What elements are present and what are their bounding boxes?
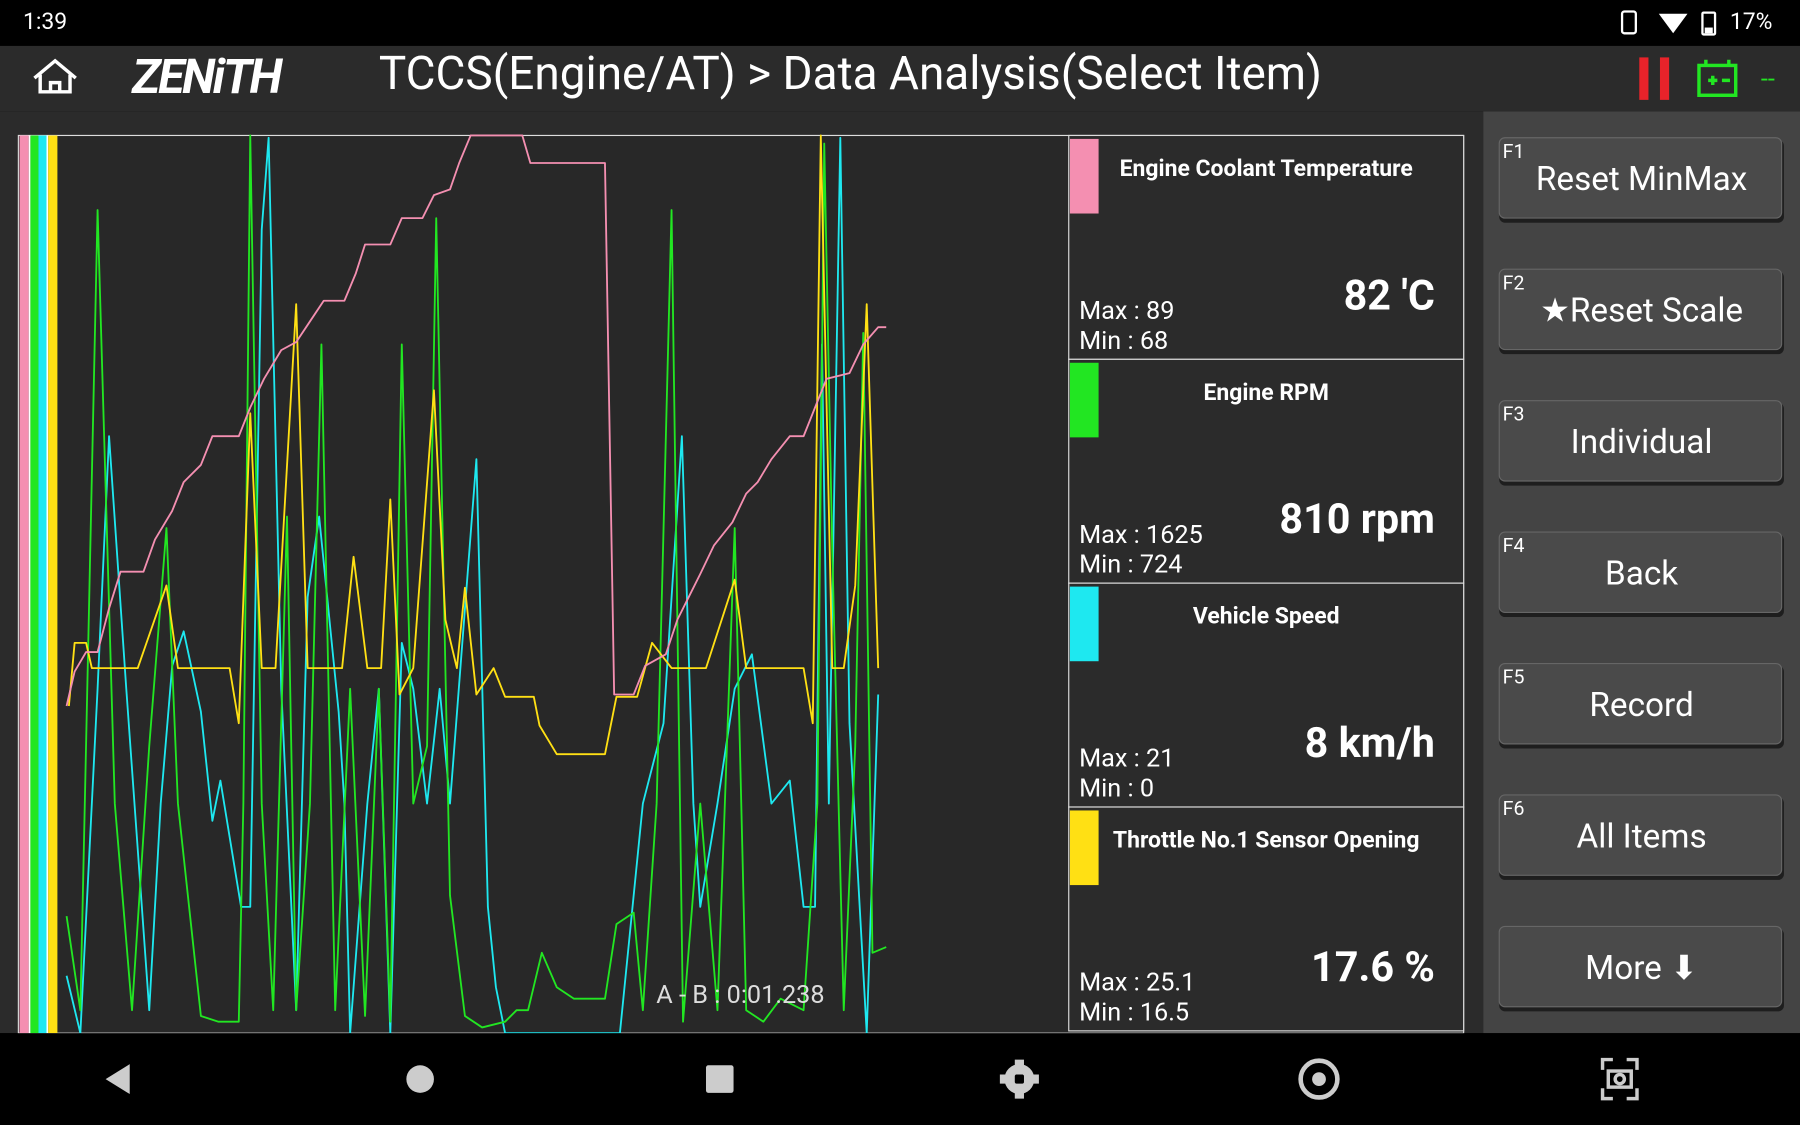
item-panel[interactable] (1068, 358, 1465, 584)
item-name: Engine Coolant Temperature (1120, 155, 1413, 182)
trace-throttle (67, 134, 880, 756)
navigation-buttons (105, 1057, 1639, 1101)
item-name: Throttle No.1 Sensor Opening (1113, 827, 1420, 854)
function-button[interactable]: F2 ★Reset Scale (1498, 268, 1784, 355)
item-min: Min : 724 (1079, 551, 1182, 580)
item-name: Engine RPM (1203, 379, 1328, 406)
button-label: ★Reset Scale (1540, 292, 1743, 331)
button-face (1498, 268, 1783, 351)
button-face (1498, 925, 1783, 1008)
home-nav-button[interactable] (406, 1065, 434, 1093)
clock: 1:39 (23, 8, 67, 35)
item-max: Max : 25.1 (1079, 968, 1195, 997)
item-name: Vehicle Speed (1193, 603, 1340, 630)
button-label: Record (1589, 686, 1693, 725)
function-key-label: F2 (1503, 271, 1525, 294)
item-panel[interactable] (1068, 806, 1465, 1032)
status-icons (1620, 10, 1717, 36)
function-button[interactable]: F6 All Items (1498, 794, 1784, 880)
item-value: 17.6 % (1311, 944, 1435, 992)
function-key-label: F5 (1503, 666, 1525, 689)
item-min: Min : 0 (1079, 774, 1154, 803)
cursor-interval: A - B : 0:01.238 (656, 981, 824, 1010)
button-label: Individual (1571, 423, 1713, 462)
button-label: All Items (1577, 817, 1707, 856)
function-button[interactable]: More ⬇ (1498, 925, 1784, 1012)
function-key-label: F3 (1503, 403, 1525, 426)
button-label: Back (1605, 554, 1678, 593)
screenshot-button[interactable] (1600, 1057, 1639, 1101)
button-face (1498, 137, 1783, 219)
function-key-label: F6 (1503, 797, 1525, 820)
button-face (1498, 531, 1783, 614)
back-button[interactable] (105, 1064, 130, 1095)
button-label: Reset MinMax (1536, 160, 1747, 199)
home-button[interactable] (33, 58, 77, 94)
function-button[interactable]: F4 Back (1498, 531, 1784, 618)
battery-icon (1697, 59, 1738, 98)
item-color-swatch (1069, 138, 1099, 214)
trace-vehicle-speed (65, 136, 880, 1035)
item-max: Max : 1625 (1079, 521, 1203, 550)
item-value: 8 km/h (1305, 720, 1435, 768)
pause-indicator (1639, 57, 1670, 100)
button-label: More ⬇ (1585, 949, 1698, 988)
item-color-swatch (1069, 810, 1099, 886)
logo: ZENiTH (131, 48, 284, 105)
item-max: Max : 89 (1079, 297, 1174, 326)
function-key-label: F1 (1503, 140, 1525, 163)
graph (65, 134, 887, 1035)
item-min: Min : 16.5 (1079, 998, 1189, 1027)
page-title: TCCS(Engine/AT) > Data Analysis(Select I… (379, 47, 1322, 101)
trace-engine-rpm (65, 134, 887, 1029)
function-button[interactable]: F5 Record (1498, 662, 1784, 749)
function-button[interactable]: F3 Individual (1498, 400, 1784, 486)
item-color-swatch (1069, 362, 1099, 438)
recents-button[interactable] (705, 1065, 734, 1093)
trace-coolant-temp (65, 134, 887, 707)
trace-color-strips (19, 135, 58, 1034)
item-value: 82 'C (1344, 272, 1435, 320)
status-bar (0, 0, 1800, 46)
item-panel[interactable] (1068, 134, 1465, 360)
connection-status: -- (1761, 65, 1775, 94)
header (0, 45, 1800, 112)
item-value: 810 rpm (1279, 496, 1435, 544)
navigation-bar (0, 1033, 1800, 1125)
button-face (1498, 400, 1783, 482)
item-min: Min : 68 (1079, 327, 1168, 356)
button-face (1498, 662, 1783, 745)
settings-button[interactable] (999, 1059, 1039, 1099)
item-color-swatch (1069, 586, 1099, 662)
item-max: Max : 21 (1079, 745, 1174, 774)
function-key-label: F4 (1503, 534, 1525, 557)
battery-level: 17% (1730, 8, 1773, 35)
function-button[interactable]: F1 Reset MinMax (1498, 137, 1784, 223)
button-face (1498, 794, 1783, 876)
browser-button[interactable] (1298, 1058, 1340, 1100)
